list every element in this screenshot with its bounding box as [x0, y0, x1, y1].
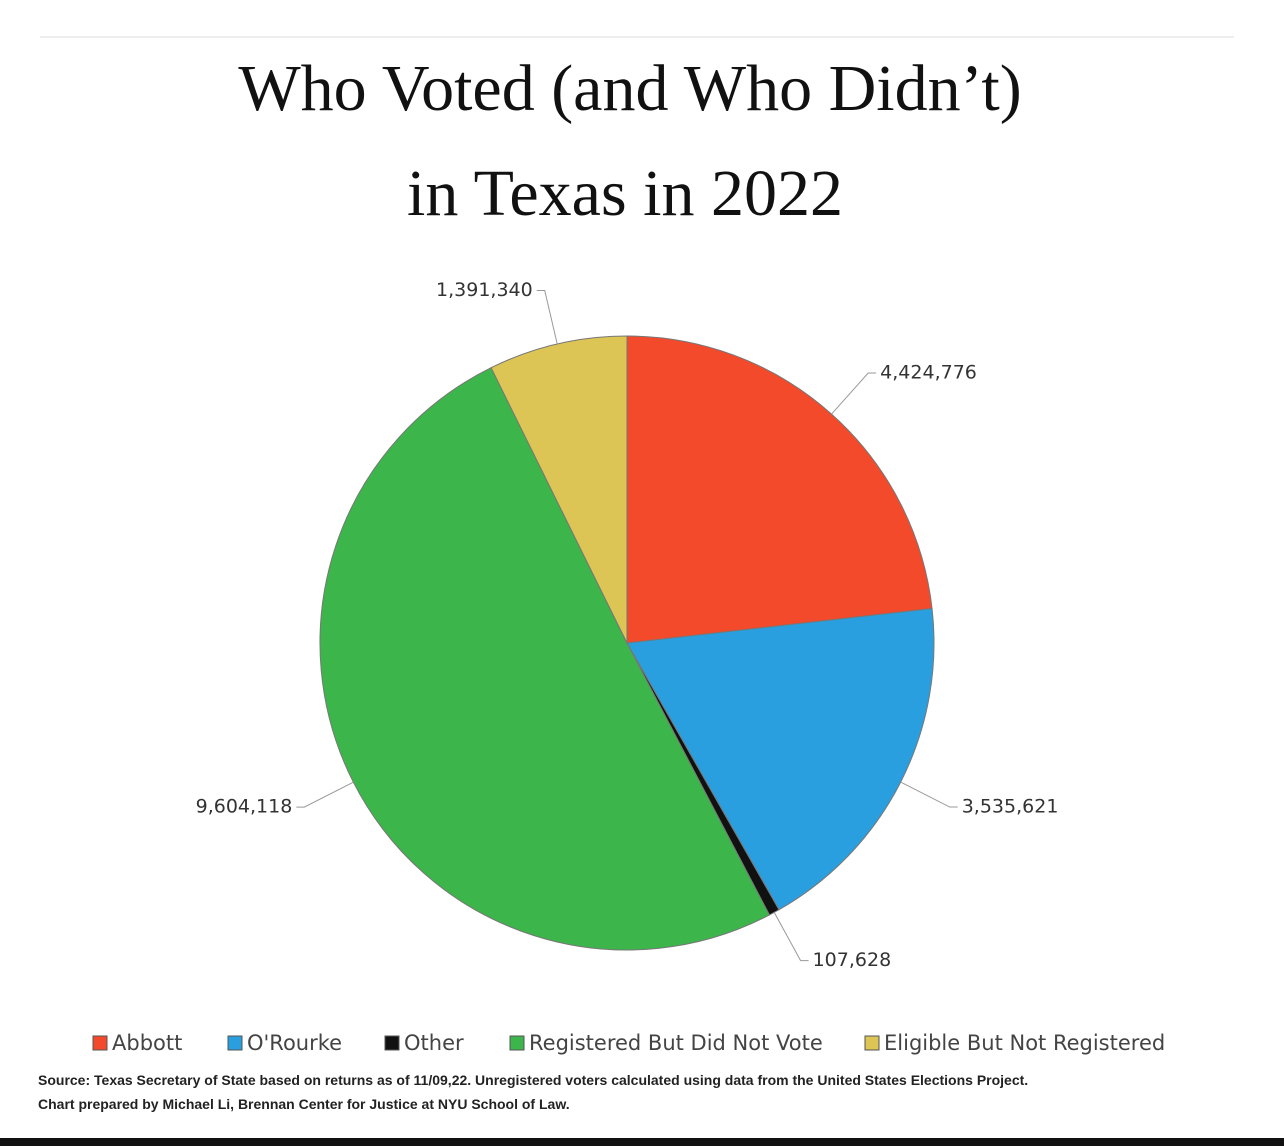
legend-label: Abbott	[112, 1031, 182, 1055]
data-label: 107,628	[813, 949, 892, 971]
leader-line	[296, 781, 354, 808]
chart-title: in Texas in 2022	[407, 157, 843, 230]
data-label: 1,391,340	[436, 279, 533, 301]
source-note: Source: Texas Secretary of State based o…	[38, 1072, 1028, 1088]
legend-label: Eligible But Not Registered	[884, 1031, 1165, 1055]
legend-swatch	[227, 1035, 243, 1051]
pie-slice	[490, 335, 628, 644]
data-label: 4,424,776	[880, 362, 977, 384]
legend-label: Other	[404, 1031, 464, 1055]
legend-label: O'Rourke	[247, 1031, 342, 1055]
legend-swatch	[864, 1035, 880, 1051]
data-label: 9,604,118	[196, 796, 293, 818]
legend-label: Registered But Did Not Vote	[529, 1031, 823, 1055]
bottom-bar	[0, 1138, 1284, 1146]
source-note: Chart prepared by Michael Li, Brennan Ce…	[38, 1096, 570, 1112]
data-label: 3,535,621	[962, 796, 1059, 818]
leader-line	[900, 781, 958, 808]
legend-swatch	[384, 1035, 400, 1051]
pie-slice	[626, 335, 933, 644]
pie-slice	[319, 367, 771, 951]
legend-swatch	[92, 1035, 108, 1051]
pie-slice	[626, 608, 935, 911]
legend-swatch	[509, 1035, 525, 1051]
chart-title: Who Voted (and Who Didn’t)	[238, 52, 1021, 125]
leader-line	[536, 289, 558, 345]
leader-line	[773, 912, 809, 962]
leader-line	[831, 372, 877, 415]
